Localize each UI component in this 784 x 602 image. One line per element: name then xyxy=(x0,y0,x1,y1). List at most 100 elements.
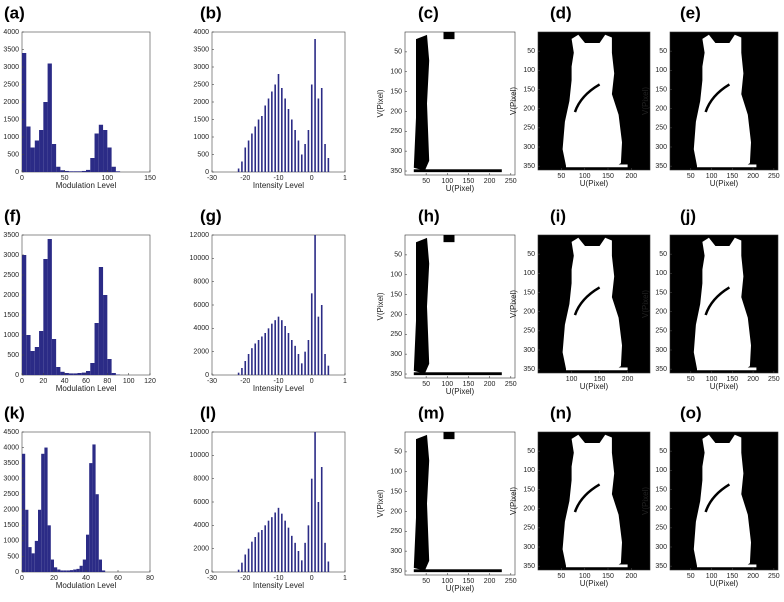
x-tick-label: 200 xyxy=(747,376,759,383)
x-axis-label: U(Pixel) xyxy=(580,579,609,588)
bar xyxy=(294,542,296,572)
x-tick-label: 80 xyxy=(103,378,111,385)
x-tick-label: 100 xyxy=(123,378,135,385)
y-tick-label: 350 xyxy=(390,168,402,175)
bar xyxy=(297,140,300,172)
silhouette xyxy=(693,237,751,369)
y-tick-label: 100 xyxy=(390,469,402,476)
histogram-bar xyxy=(50,559,54,572)
y-axis-label: V(Pixel) xyxy=(376,292,385,320)
y-tick-label: 200 xyxy=(655,506,667,513)
bar xyxy=(241,161,243,172)
bar xyxy=(244,554,247,572)
x-axis-label: U(Pixel) xyxy=(710,382,739,391)
x-tick-label: 100 xyxy=(566,376,578,383)
y-tick-label: 50 xyxy=(659,48,667,55)
histogram-bar xyxy=(51,339,57,375)
x-tick-label: 250 xyxy=(505,178,517,185)
x-axis-label: U(Pixel) xyxy=(710,179,739,188)
bar xyxy=(317,316,320,375)
y-tick-label: 4000 xyxy=(3,29,19,36)
bar xyxy=(327,561,330,572)
y-tick-label: 200 xyxy=(523,106,535,113)
x-tick-label: 200 xyxy=(747,573,759,580)
x-tick-label: 50 xyxy=(557,173,565,180)
y-tick-label: 12000 xyxy=(190,232,210,239)
histogram-bar xyxy=(103,130,108,172)
residual-blob xyxy=(443,32,455,40)
bar xyxy=(261,116,263,172)
y-tick-label: 2500 xyxy=(3,272,19,279)
y-tick-label: 4000 xyxy=(193,522,209,529)
y-tick-label: 500 xyxy=(197,151,209,158)
x-tick-label: -30 xyxy=(207,378,217,385)
y-tick-label: 150 xyxy=(655,289,667,296)
y-tick-label: 2500 xyxy=(3,491,19,498)
y-tick-label: 1500 xyxy=(3,312,19,319)
y-tick-label: 2500 xyxy=(3,81,19,88)
bar xyxy=(244,361,247,375)
histogram-bar xyxy=(94,323,99,375)
y-tick-label: 350 xyxy=(655,563,667,570)
x-axis-label: Modulation Level xyxy=(56,181,117,190)
residual-blob xyxy=(443,432,455,440)
bar xyxy=(307,130,310,172)
panel-label: (d) xyxy=(550,3,572,22)
residual-floor xyxy=(413,372,502,376)
y-tick-label: 6000 xyxy=(193,302,209,309)
x-tick-label: 0 xyxy=(20,575,24,582)
silhouette xyxy=(693,434,751,566)
x-tick-label: 20 xyxy=(39,378,47,385)
bar xyxy=(251,541,253,572)
y-tick-label: 200 xyxy=(390,108,402,115)
bar xyxy=(287,109,290,172)
y-tick-label: 250 xyxy=(655,328,667,335)
y-tick-label: 350 xyxy=(523,366,535,373)
x-axis-label: U(Pixel) xyxy=(446,387,475,396)
x-axis-label: U(Pixel) xyxy=(580,179,609,188)
bar xyxy=(300,154,303,172)
silhouette-arm xyxy=(704,286,731,316)
histogram-bar xyxy=(38,509,42,572)
bar xyxy=(271,323,273,375)
bar xyxy=(294,130,296,172)
bar xyxy=(274,84,276,172)
y-tick-label: 1000 xyxy=(3,538,19,545)
y-tick-label: 10000 xyxy=(190,255,210,262)
y-tick-label: 1500 xyxy=(3,116,19,123)
y-tick-label: 50 xyxy=(527,448,535,455)
y-tick-label: 50 xyxy=(527,251,535,258)
silhouette xyxy=(693,34,751,166)
y-tick-label: 150 xyxy=(655,86,667,93)
x-tick-label: 0 xyxy=(310,575,314,582)
panel-label: (k) xyxy=(4,403,25,422)
x-tick-label: 50 xyxy=(422,178,430,185)
histogram-bar xyxy=(92,444,96,572)
y-axis-label: V(Pixel) xyxy=(641,487,650,515)
y-tick-label: 1500 xyxy=(3,522,19,529)
bar xyxy=(277,74,280,172)
y-tick-label: 150 xyxy=(655,486,667,493)
bar xyxy=(284,520,286,572)
bar xyxy=(267,328,270,375)
y-tick-label: 100 xyxy=(523,67,535,74)
bar xyxy=(320,88,323,172)
x-tick-label: 100 xyxy=(441,178,453,185)
y-tick-label: 350 xyxy=(655,163,667,170)
y-tick-label: 3500 xyxy=(193,46,209,53)
histogram-bar xyxy=(111,166,116,172)
panel-label: (o) xyxy=(680,403,702,422)
x-tick-label: -10 xyxy=(273,175,283,182)
x-tick-label: 250 xyxy=(505,578,517,585)
histogram-bar xyxy=(39,331,44,375)
residual-floor xyxy=(413,569,502,573)
y-tick-label: 300 xyxy=(390,148,402,155)
x-tick-label: 0 xyxy=(310,378,314,385)
bar xyxy=(317,98,320,172)
y-tick-label: 3500 xyxy=(3,46,19,53)
y-axis-label: V(Pixel) xyxy=(509,487,518,515)
y-tick-label: 3500 xyxy=(3,232,19,239)
x-tick-label: 60 xyxy=(114,575,122,582)
bar xyxy=(281,320,283,375)
bar xyxy=(284,326,286,375)
